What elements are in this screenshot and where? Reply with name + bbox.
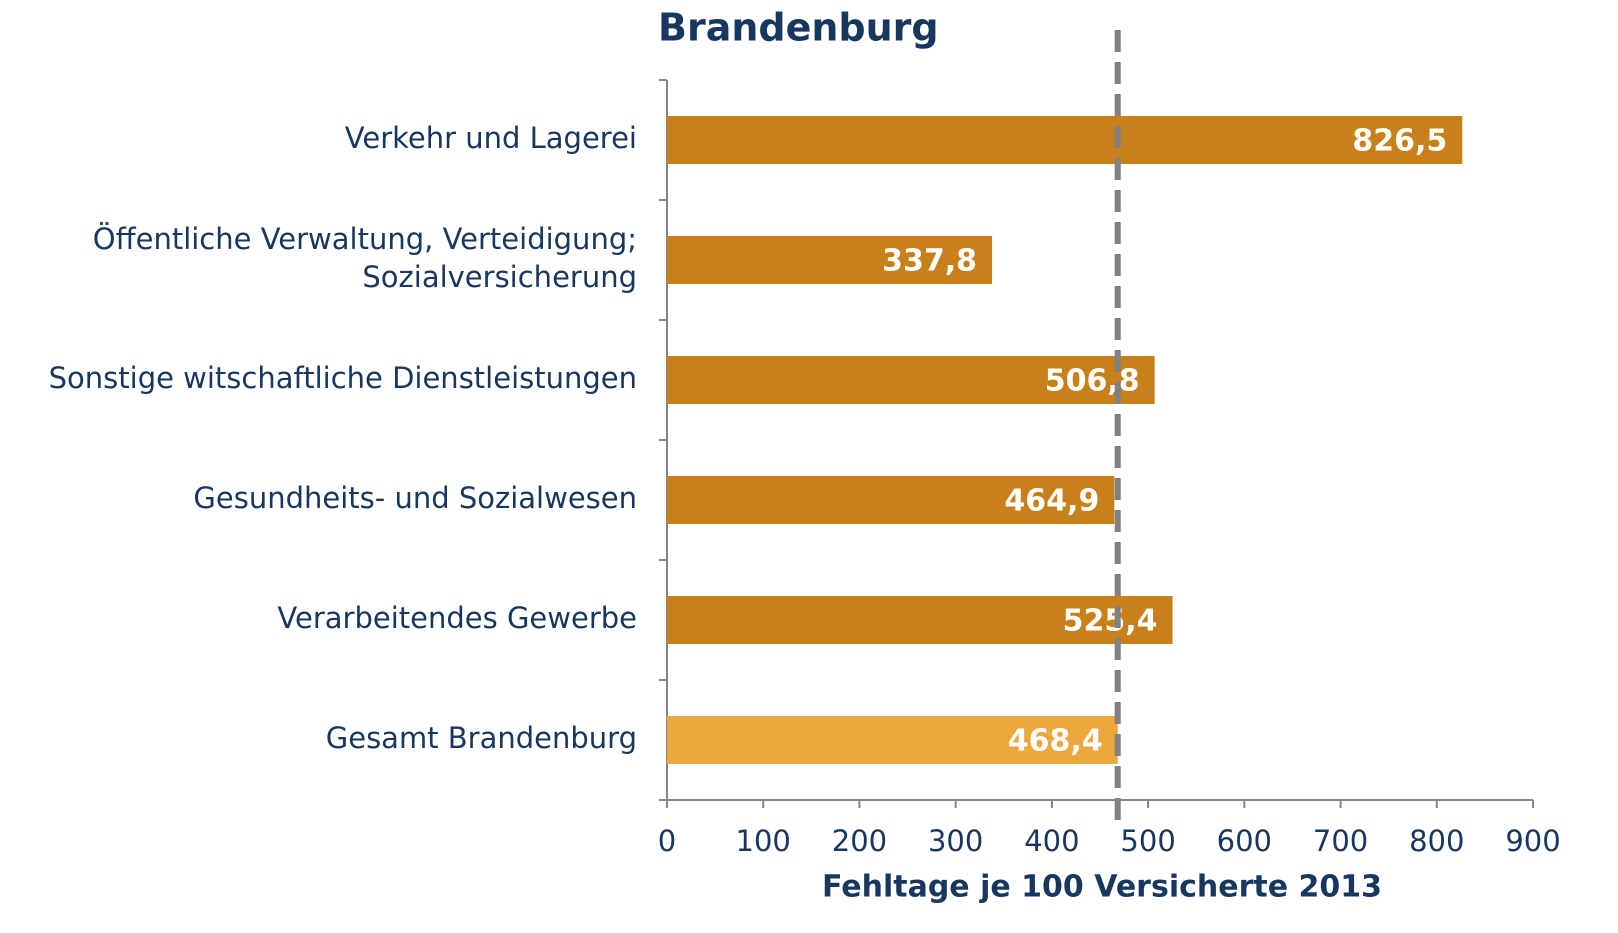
bar bbox=[667, 596, 1173, 644]
value-label: 464,9 bbox=[1004, 484, 1099, 519]
x-tick-label: 900 bbox=[1505, 824, 1560, 858]
x-tick-label: 400 bbox=[1024, 824, 1079, 858]
value-label: 468,4 bbox=[1008, 724, 1103, 759]
chart-title: Brandenburg bbox=[658, 6, 939, 50]
y-tick-label-line: Sozialversicherung bbox=[362, 260, 637, 294]
bar bbox=[667, 116, 1463, 164]
value-label: 506,8 bbox=[1045, 364, 1140, 399]
x-tick-label: 200 bbox=[832, 824, 887, 858]
x-tick-label: 0 bbox=[658, 824, 676, 858]
x-axis-title: Fehltage je 100 Versicherte 2013 bbox=[822, 870, 1382, 905]
x-tick-label: 600 bbox=[1217, 824, 1272, 858]
value-label: 337,8 bbox=[882, 244, 977, 279]
bar bbox=[667, 476, 1115, 524]
bar bbox=[667, 236, 993, 284]
bar bbox=[667, 716, 1118, 764]
y-tick-label: Gesamt Brandenburg bbox=[326, 721, 637, 755]
x-tick-label: 500 bbox=[1120, 824, 1175, 858]
bar bbox=[667, 356, 1155, 404]
y-tick-label: Verarbeitendes Gewerbe bbox=[277, 601, 637, 635]
y-tick-label: Sonstige witschaftliche Dienstleistungen bbox=[49, 361, 637, 395]
x-tick-label: 700 bbox=[1313, 824, 1368, 858]
y-tick-label: Öffentliche Verwaltung, Verteidigung; Soz… bbox=[93, 222, 637, 294]
x-tick-label: 100 bbox=[736, 824, 791, 858]
value-label: 826,5 bbox=[1352, 124, 1447, 159]
y-tick-label: Gesundheits- und Sozialwesen bbox=[193, 481, 637, 515]
value-label: 525,4 bbox=[1063, 604, 1158, 639]
x-tick-label: 300 bbox=[928, 824, 983, 858]
x-tick-label: 800 bbox=[1409, 824, 1464, 858]
y-tick-label: Verkehr und Lagerei bbox=[345, 121, 637, 155]
y-tick-label-line: Öffentliche Verwaltung, Verteidigung; bbox=[93, 222, 637, 256]
